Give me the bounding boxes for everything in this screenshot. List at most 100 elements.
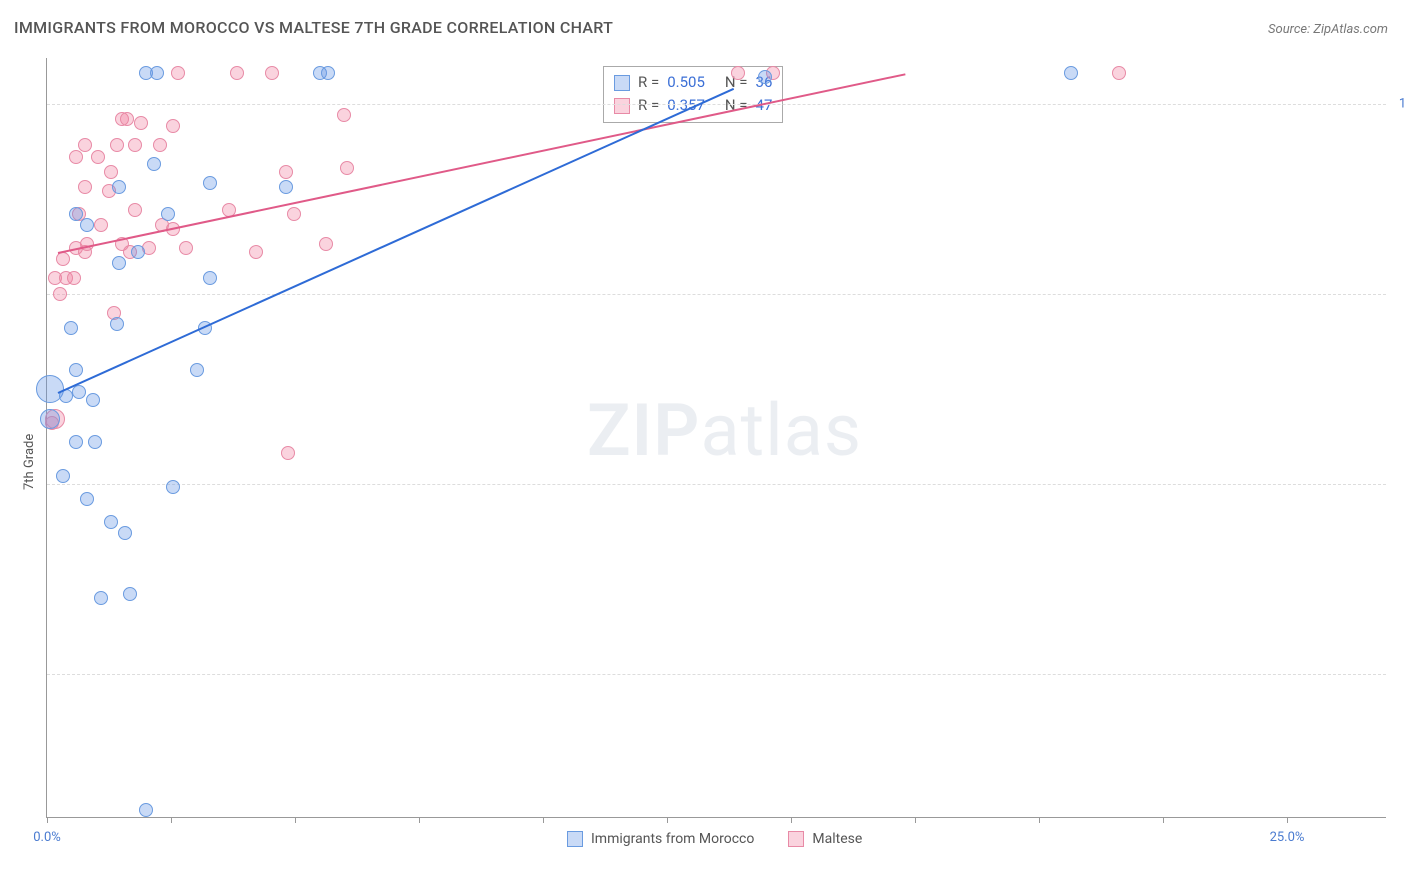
scatter-point-morocco bbox=[94, 591, 108, 605]
x-tick bbox=[47, 817, 48, 823]
stats-r-label: R = bbox=[638, 71, 659, 94]
scatter-point-maltese bbox=[94, 218, 108, 232]
scatter-point-maltese bbox=[230, 66, 244, 80]
x-tick-label: 0.0% bbox=[33, 830, 61, 845]
scatter-point-morocco bbox=[69, 435, 83, 449]
scatter-point-maltese bbox=[337, 108, 351, 122]
trend-line-maltese bbox=[58, 73, 905, 254]
scatter-point-maltese bbox=[110, 138, 124, 152]
scatter-point-morocco bbox=[321, 66, 335, 80]
gridline bbox=[47, 294, 1386, 295]
y-axis-label: 7th Grade bbox=[22, 434, 37, 490]
stats-n-label: N = bbox=[725, 94, 748, 117]
chart-title: IMMIGRANTS FROM MOROCCO VS MALTESE 7TH G… bbox=[14, 18, 613, 37]
x-tick bbox=[543, 817, 544, 823]
watermark-text: ZIPatlas bbox=[587, 388, 862, 473]
legend-swatch-maltese bbox=[788, 831, 804, 847]
scatter-point-morocco bbox=[758, 70, 772, 84]
swatch-maltese bbox=[614, 98, 630, 114]
scatter-point-maltese bbox=[179, 241, 193, 255]
y-tick-label: 95.0% bbox=[1391, 476, 1406, 491]
scatter-point-maltese bbox=[166, 119, 180, 133]
scatter-point-maltese bbox=[67, 271, 81, 285]
bottom-legend: Immigrants from Morocco Maltese bbox=[567, 831, 862, 847]
scatter-point-maltese bbox=[731, 66, 745, 80]
scatter-point-maltese bbox=[78, 138, 92, 152]
scatter-point-maltese bbox=[1112, 66, 1126, 80]
scatter-point-maltese bbox=[53, 287, 67, 301]
scatter-point-maltese bbox=[104, 165, 118, 179]
scatter-point-morocco bbox=[123, 587, 137, 601]
scatter-point-maltese bbox=[134, 116, 148, 130]
scatter-point-morocco bbox=[203, 176, 217, 190]
scatter-point-morocco bbox=[72, 385, 86, 399]
swatch-morocco bbox=[614, 75, 630, 91]
legend-swatch-morocco bbox=[567, 831, 583, 847]
scatter-point-maltese bbox=[281, 446, 295, 460]
scatter-point-morocco bbox=[131, 245, 145, 259]
scatter-point-maltese bbox=[319, 237, 333, 251]
scatter-point-morocco bbox=[150, 66, 164, 80]
scatter-point-morocco bbox=[80, 492, 94, 506]
scatter-point-morocco bbox=[64, 321, 78, 335]
stats-row-morocco: R = 0.505 N = 36 bbox=[614, 71, 772, 94]
scatter-point-morocco bbox=[69, 207, 83, 221]
trend-line-morocco bbox=[57, 88, 733, 394]
scatter-point-maltese bbox=[56, 252, 70, 266]
scatter-point-maltese bbox=[128, 203, 142, 217]
stats-r-value-morocco: 0.505 bbox=[667, 71, 705, 94]
y-tick-label: 92.5% bbox=[1391, 666, 1406, 681]
scatter-point-morocco bbox=[147, 157, 161, 171]
scatter-point-maltese bbox=[153, 138, 167, 152]
scatter-point-maltese bbox=[128, 138, 142, 152]
x-tick bbox=[791, 817, 792, 823]
stats-r-label: R = bbox=[638, 94, 659, 117]
scatter-point-morocco bbox=[104, 515, 118, 529]
scatter-point-morocco bbox=[161, 207, 175, 221]
scatter-point-morocco bbox=[88, 435, 102, 449]
scatter-point-maltese bbox=[78, 180, 92, 194]
gridline bbox=[47, 484, 1386, 485]
scatter-point-maltese bbox=[265, 66, 279, 80]
y-tick-label: 97.5% bbox=[1391, 286, 1406, 301]
gridline bbox=[47, 104, 1386, 105]
correlation-stats-box: R = 0.505 N = 36 R = 0.357 N = 47 bbox=[603, 66, 783, 123]
scatter-point-morocco bbox=[118, 526, 132, 540]
scatter-point-morocco bbox=[112, 180, 126, 194]
scatter-point-maltese bbox=[279, 165, 293, 179]
watermark-atlas: atlas bbox=[700, 388, 862, 473]
x-tick bbox=[1287, 817, 1288, 823]
legend-label-maltese: Maltese bbox=[812, 831, 862, 847]
scatter-point-morocco bbox=[86, 393, 100, 407]
scatter-point-morocco bbox=[190, 363, 204, 377]
x-tick bbox=[171, 817, 172, 823]
x-tick-label: 25.0% bbox=[1270, 830, 1305, 845]
source-attribution: Source: ZipAtlas.com bbox=[1268, 22, 1388, 37]
scatter-point-morocco bbox=[56, 469, 70, 483]
scatter-point-morocco bbox=[80, 218, 94, 232]
scatter-point-morocco bbox=[110, 317, 124, 331]
scatter-point-maltese bbox=[249, 245, 263, 259]
scatter-point-morocco bbox=[166, 480, 180, 494]
x-tick bbox=[1163, 817, 1164, 823]
scatter-point-morocco bbox=[139, 803, 153, 817]
scatter-point-morocco bbox=[203, 271, 217, 285]
legend-label-morocco: Immigrants from Morocco bbox=[591, 831, 754, 847]
scatter-point-maltese bbox=[91, 150, 105, 164]
scatter-point-maltese bbox=[120, 112, 134, 126]
scatter-point-morocco bbox=[279, 180, 293, 194]
x-tick bbox=[667, 817, 668, 823]
gridline bbox=[47, 674, 1386, 675]
x-tick bbox=[295, 817, 296, 823]
scatter-point-morocco bbox=[1064, 66, 1078, 80]
scatter-point-maltese bbox=[287, 207, 301, 221]
scatter-point-maltese bbox=[171, 66, 185, 80]
watermark-zip: ZIP bbox=[587, 388, 700, 473]
y-tick-label: 100.0% bbox=[1391, 96, 1406, 111]
scatter-point-morocco bbox=[69, 363, 83, 377]
scatter-point-morocco bbox=[112, 256, 126, 270]
x-tick bbox=[1039, 817, 1040, 823]
scatter-point-morocco bbox=[40, 409, 60, 429]
scatter-plot-area: ZIPatlas R = 0.505 N = 36 R = 0.357 N = … bbox=[46, 58, 1386, 818]
scatter-point-maltese bbox=[340, 161, 354, 175]
